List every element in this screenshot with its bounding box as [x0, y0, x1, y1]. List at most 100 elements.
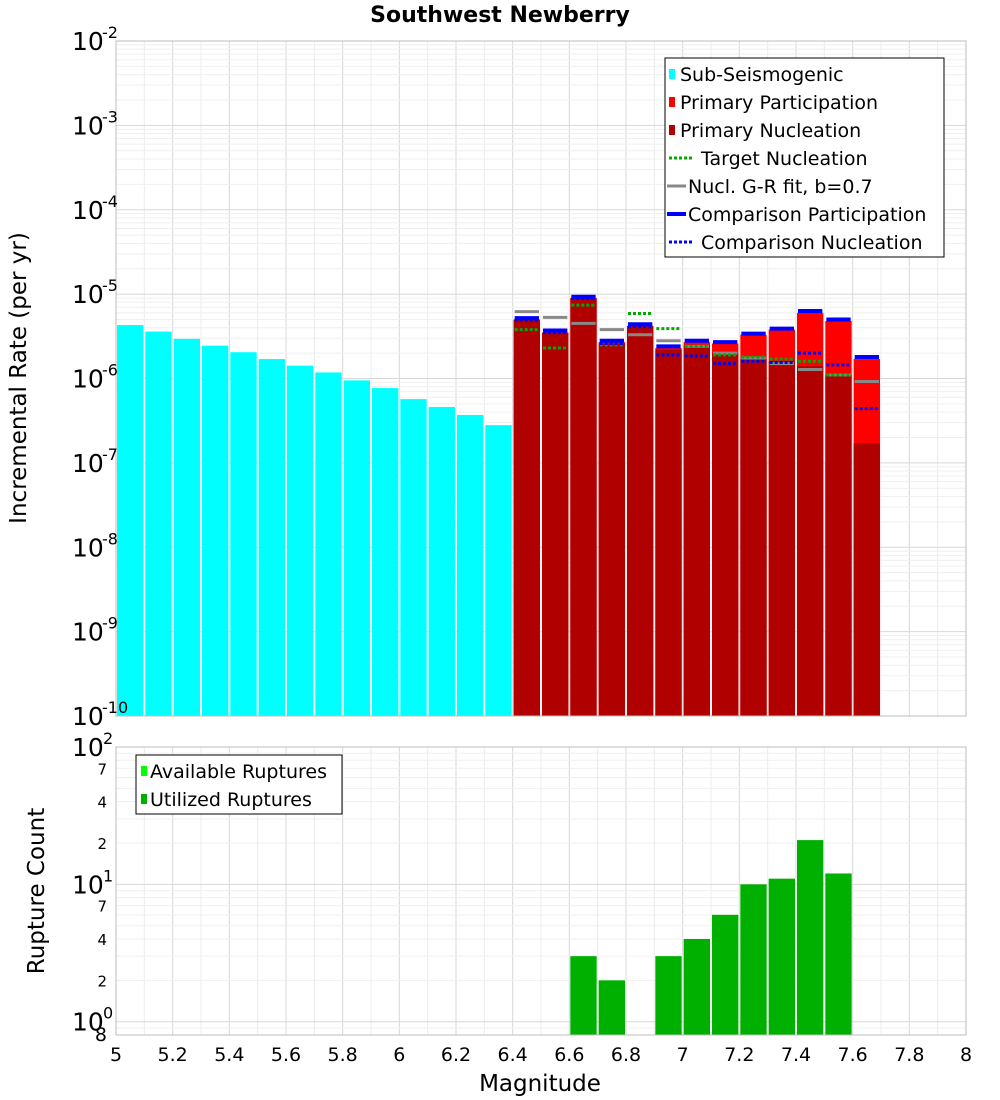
x-tick-label: 8 — [960, 1044, 972, 1066]
bottom-legend: Available Ruptures Utilized Ruptures — [135, 754, 343, 815]
sub-seismogenic-bar — [485, 425, 512, 716]
target-nucleation-legend-label: Target Nucleation — [700, 148, 868, 170]
primary-nucleation-legend-label: Primary Nucleation — [680, 120, 861, 142]
y-tick-base: 10 — [72, 533, 104, 562]
primary-nucleation-bar — [740, 359, 767, 716]
primary-nucleation-bar — [768, 361, 795, 716]
y-tick-base: 10 — [72, 702, 104, 731]
sub-seismogenic-bar — [343, 380, 370, 716]
bottom-legend-box — [135, 754, 343, 815]
sub-seismogenic-bar — [287, 365, 314, 716]
y-tick-base: 10 — [72, 111, 104, 140]
utilized-ruptures-bar — [740, 884, 767, 1035]
y-tick-label: 10-8 — [72, 529, 118, 562]
top-plot-frame — [115, 40, 967, 717]
primary-nucleation-bar — [513, 319, 540, 716]
utilized-ruptures-bar — [825, 873, 852, 1035]
y-tick-label: 10-6 — [72, 361, 118, 394]
x-axis-label: Magnitude — [479, 1071, 601, 1097]
y-tick-base: 10 — [72, 196, 104, 225]
utilized-ruptures-bar — [768, 878, 795, 1035]
top-legend: Sub-Seismogenic Primary Participation Prim… — [664, 57, 945, 258]
y-tick-base: 10 — [72, 618, 104, 647]
comparison-participation-legend-label: Comparison Participation — [688, 204, 926, 226]
y-tick-base: 10 — [72, 870, 104, 899]
x-tick-label: 6 — [393, 1044, 405, 1066]
nucl-g-r-fit-b-0-7-legend-label: Nucl. G-R fit, b=0.7 — [688, 176, 873, 198]
y-tick-base: 10 — [72, 449, 104, 478]
y-tick-label: 10-5 — [72, 276, 118, 309]
y-tick-exponent: -7 — [102, 445, 118, 464]
x-tick-label: 5.2 — [158, 1044, 188, 1066]
x-tick-label: 7.6 — [838, 1044, 868, 1066]
y-tick-exponent: -10 — [102, 698, 128, 717]
y-tick-label: 10-2 — [72, 23, 118, 56]
y-minor-tick-label: 4 — [97, 794, 107, 812]
sub-seismogenic-bar — [202, 345, 229, 716]
y-minor-tick-label: 8 — [95, 1024, 107, 1046]
y-tick-exponent: -4 — [102, 192, 118, 211]
primary-nucleation-bar — [570, 297, 597, 716]
utilized-ruptures-legend-swatch — [141, 794, 147, 804]
y-tick-exponent: -3 — [102, 107, 118, 126]
y-tick-label: 10-4 — [72, 192, 118, 225]
utilized-ruptures-bar — [570, 956, 597, 1035]
utilized-ruptures-bar — [655, 956, 682, 1035]
y-tick-exponent: -8 — [102, 529, 118, 548]
primary-nucleation-bar — [542, 332, 569, 716]
y-tick-label: 10 2 — [72, 729, 113, 762]
x-tick-label: 7.8 — [894, 1044, 924, 1066]
y-tick-base: 10 — [72, 1008, 104, 1037]
primary-nucleation-bar — [797, 366, 824, 716]
top-legend-box — [664, 57, 945, 258]
primary-nucleation-bar — [598, 343, 625, 716]
top-markers — [514, 294, 879, 411]
y-tick-label: 10 1 — [72, 866, 113, 899]
x-tick-labels: 5 5.2 5.4 5.6 5.8 6 6.2 6.4 6.6 6.8 7 7.2 7.4 7.6 7.8 8 — [110, 1044, 972, 1066]
sub-seismogenic-bar — [230, 352, 257, 716]
y-tick-exponent: -5 — [102, 276, 118, 295]
x-tick-label: 6.2 — [441, 1044, 471, 1066]
primary-nucleation-bar — [627, 325, 654, 716]
primary-nucleation-legend-swatch — [669, 125, 675, 135]
utilized-ruptures-legend-label: Utilized Ruptures — [150, 789, 312, 811]
comparison-nucleation-legend-label: Comparison Nucleation — [701, 232, 923, 254]
y-tick-label: 10-7 — [72, 445, 118, 478]
available-ruptures-legend-swatch — [141, 766, 147, 776]
sub-seismogenic-legend-swatch — [669, 69, 675, 79]
bottom-plot-frame — [115, 746, 967, 1036]
primary-nucleation-bar — [655, 349, 682, 716]
utilized-ruptures-bar — [683, 939, 710, 1035]
primary-participation-legend-swatch — [669, 97, 675, 107]
primary-nucleation-bar — [712, 353, 739, 716]
y-tick-exponent: -2 — [102, 23, 118, 42]
sub-seismogenic-bar — [258, 359, 285, 716]
x-tick-label: 6.4 — [498, 1044, 528, 1066]
bottom-bars — [570, 840, 852, 1035]
y-tick-exponent: -9 — [102, 614, 118, 633]
y-tick-label: 10 0 — [72, 1004, 113, 1037]
y-tick-exponent: 1 — [103, 866, 113, 885]
x-tick-label: 7.2 — [724, 1044, 754, 1066]
y-tick-label: 10-9 — [72, 614, 118, 647]
y-tick-label: 10-3 — [72, 107, 118, 140]
y-minor-tick-label: 7 — [97, 760, 107, 778]
y-tick-base: 10 — [72, 27, 104, 56]
x-tick-label: 7 — [677, 1044, 689, 1066]
sub-seismogenic-bar — [372, 388, 399, 716]
top-bars — [117, 297, 880, 716]
utilized-ruptures-bar — [797, 840, 824, 1035]
bottom-y-axis-label: Rupture Count — [24, 808, 50, 974]
available-ruptures-legend-label: Available Ruptures — [150, 761, 327, 783]
sub-seismogenic-bar — [457, 414, 484, 716]
primary-nucleation-bar — [853, 443, 880, 716]
sub-seismogenic-bar — [145, 331, 172, 716]
y-minor-tick-label: 7 — [97, 898, 107, 916]
x-tick-label: 5.6 — [271, 1044, 301, 1066]
y-tick-label: 10-10 — [72, 698, 128, 731]
sub-seismogenic-bar — [117, 325, 144, 716]
y-minor-tick-label: 2 — [97, 972, 107, 990]
